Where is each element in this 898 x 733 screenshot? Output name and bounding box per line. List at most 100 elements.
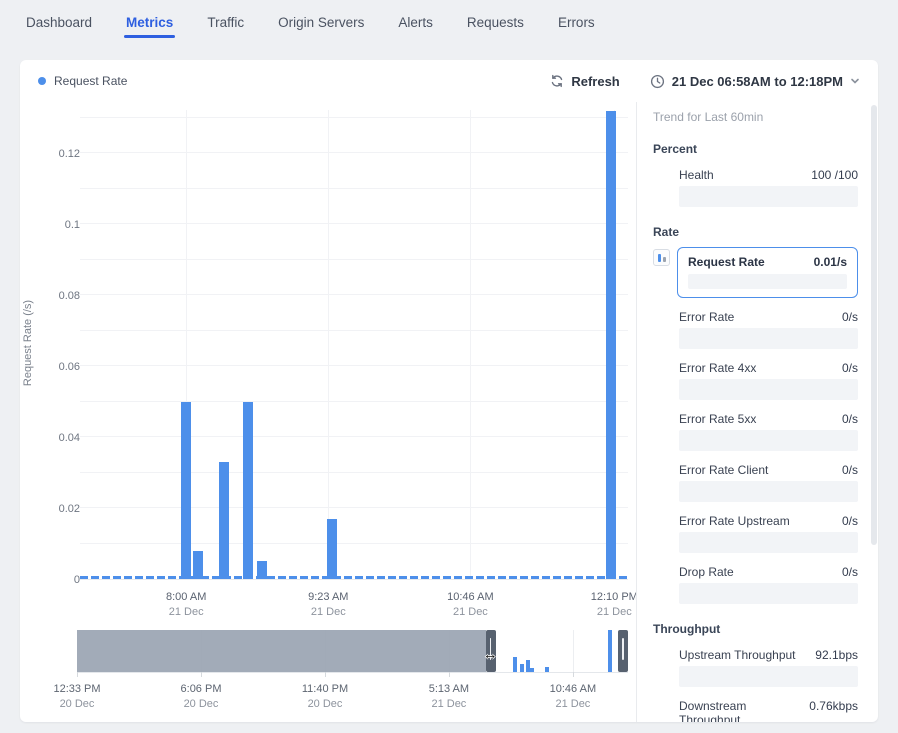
gridline-h (80, 258, 628, 260)
tab-requests[interactable]: Requests (466, 14, 524, 30)
top-nav: Dashboard Metrics Traffic Origin Servers Ale… (0, 0, 898, 48)
chevron-down-icon (850, 76, 860, 86)
handle-grip (622, 638, 624, 660)
gridline-h (80, 365, 628, 367)
metric-value: 0/s (841, 565, 858, 579)
metric-item-drop-rate[interactable]: Drop Rate 0/s (679, 565, 858, 604)
legend-dot-icon (38, 77, 46, 85)
metric-value: 100 /100 (811, 168, 858, 182)
sparkline-placeholder (679, 328, 858, 349)
brush-tick-label: 11:40 PM 20 Dec (301, 683, 349, 710)
x-tick-label: 8:00 AM 21 Dec (166, 591, 207, 618)
chart-bar[interactable] (605, 110, 616, 579)
brush-bar (530, 667, 535, 672)
metric-value: 0.01/s (813, 255, 847, 269)
metric-item-error-rate-5xx[interactable]: Error Rate 5xx 0/s (679, 412, 858, 451)
metric-label: Error Rate Upstream (679, 514, 790, 528)
metric-value: 0/s (841, 463, 858, 477)
metrics-card: Request Rate Refresh (20, 60, 878, 722)
metric-value: 0.76kbps (809, 699, 858, 713)
refresh-button[interactable]: Refresh (550, 74, 620, 89)
gridline-h (80, 436, 628, 438)
tab-dashboard[interactable]: Dashboard (26, 14, 93, 30)
metric-label: Drop Rate (679, 565, 734, 579)
brush-bar (545, 667, 549, 672)
metric-item-downstream-throughput[interactable]: Downstream Throughput 0.76kbps (679, 699, 858, 722)
gridline-v (186, 110, 188, 579)
metric-item-error-rate-client[interactable]: Error Rate Client 0/s (679, 463, 858, 502)
tab-traffic[interactable]: Traffic (207, 14, 245, 30)
y-tick-label: 0.08 (58, 290, 80, 303)
brush-tick (448, 672, 450, 677)
metric-row: Error Rate Upstream 0/s (679, 514, 858, 528)
metric-value: 0/s (841, 412, 858, 426)
metric-value: 92.1bps (815, 648, 858, 662)
chart-bar[interactable] (181, 401, 192, 579)
x-tick-label: 9:23 AM 21 Dec (308, 591, 349, 618)
brush-gridline (572, 630, 574, 672)
brush-tick (572, 672, 574, 677)
metric-row: Error Rate 5xx 0/s (679, 412, 858, 426)
y-tick-label: 0.02 (58, 503, 80, 516)
request-rate-chart[interactable] (80, 110, 628, 580)
gridline-h (80, 471, 628, 473)
selected-metric-wrap: Request Rate 0.01/s (653, 247, 858, 298)
sparkline-placeholder (679, 430, 858, 451)
metric-label: Error Rate (679, 310, 735, 324)
y-tick-label: 0 (73, 574, 80, 586)
refresh-icon (550, 74, 564, 88)
legend-request-rate[interactable]: Request Rate (38, 74, 127, 88)
gridline-h (80, 116, 628, 118)
metric-item-request-rate[interactable]: Request Rate 0.01/s (677, 247, 858, 298)
metric-row: Upstream Throughput 92.1bps (679, 648, 858, 662)
gridline-h (80, 329, 628, 331)
date-range-picker[interactable]: 21 Dec 06:58AM to 12:18PM (650, 74, 860, 89)
metric-item-health[interactable]: Health 100 /100 (679, 168, 858, 207)
metric-row: Drop Rate 0/s (679, 565, 858, 579)
metric-item-error-rate-4xx[interactable]: Error Rate 4xx 0/s (679, 361, 858, 400)
sparkline-placeholder (679, 583, 858, 604)
brush-tick-label: 6:06 PM 20 Dec (180, 683, 222, 710)
chart-bar[interactable] (326, 518, 337, 579)
metric-value: 0/s (841, 361, 858, 375)
metric-label: Health (679, 168, 714, 182)
tab-metrics[interactable]: Metrics (124, 9, 176, 40)
tab-origin-servers[interactable]: Origin Servers (278, 14, 365, 30)
resize-cursor-icon: ↔ (482, 646, 498, 663)
gridline-h (80, 187, 628, 189)
sparkline-placeholder (688, 274, 847, 289)
brush-axis-line (77, 672, 628, 673)
metric-item-upstream-throughput[interactable]: Upstream Throughput 92.1bps (679, 648, 858, 687)
gridline-h (80, 223, 628, 225)
brush-tick-label: 12:33 PM 20 Dec (53, 683, 101, 710)
tab-errors[interactable]: Errors (557, 14, 595, 30)
chart-area: Request Rate (/s) 8:00 AM 21 Dec 9:23 AM 21… (20, 102, 638, 722)
panel-scrollbar-thumb[interactable] (871, 105, 877, 545)
chart-bar[interactable] (242, 401, 253, 579)
section-header-throughput: Throughput (653, 622, 721, 636)
metric-label: Error Rate Client (679, 463, 769, 477)
metric-row: Downstream Throughput 0.76kbps (679, 699, 858, 722)
brush-bar (513, 656, 517, 672)
brush-right-handle[interactable] (618, 630, 628, 672)
time-brush[interactable]: ↔ (77, 630, 628, 672)
chart-bar[interactable] (193, 550, 204, 579)
gridline-v (470, 110, 472, 579)
metric-label: Request Rate (688, 255, 765, 269)
y-tick-label: 0.06 (58, 361, 80, 374)
gridline-v (328, 110, 330, 579)
metric-item-error-rate-upstream[interactable]: Error Rate Upstream 0/s (679, 514, 858, 553)
tab-alerts[interactable]: Alerts (398, 14, 433, 30)
brush-tick (325, 672, 326, 677)
brush-left-handle[interactable] (485, 630, 496, 672)
metric-value: 0/s (841, 514, 858, 528)
chart-bar[interactable] (256, 561, 267, 579)
chart-bar[interactable] (218, 461, 229, 579)
sparkline-placeholder (679, 379, 858, 400)
metric-item-error-rate[interactable]: Error Rate 0/s (679, 310, 858, 349)
brush-tick-label: 10:46 AM 21 Dec (549, 683, 597, 710)
x-tick-label: 10:46 AM 21 Dec (447, 591, 494, 618)
gridline-h (80, 507, 628, 509)
bar-chart-icon[interactable] (653, 249, 670, 266)
y-tick-label: 0.1 (64, 219, 80, 232)
